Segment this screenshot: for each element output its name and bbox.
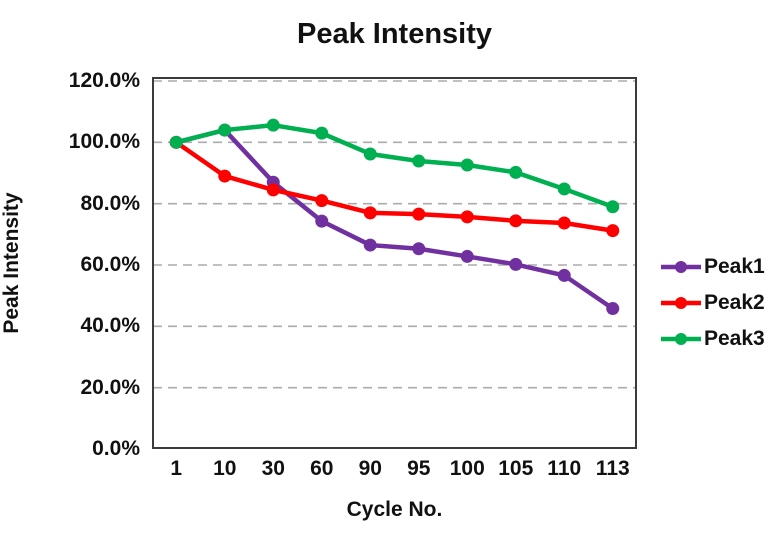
chart-title: Peak Intensity [296,18,493,50]
legend-label: Peak3 [704,327,765,350]
data-point-peak3 [412,154,426,168]
data-point-peak1 [315,214,329,228]
y-tick-label: 0.0% [92,437,140,460]
legend-marker-icon [661,333,701,345]
data-point-peak3 [315,126,329,140]
data-point-peak2 [218,169,232,183]
legend-marker-icon [661,261,701,273]
data-point-peak2 [363,206,377,220]
legend-label: Peak1 [704,255,765,278]
data-point-peak3 [266,118,280,132]
x-tick-label: 90 [358,457,382,480]
data-point-peak3 [557,182,571,196]
x-tick-label: 30 [261,457,285,480]
x-tick-label: 60 [310,457,334,480]
data-point-peak1 [363,238,377,252]
y-tick-label: 40.0% [80,314,140,338]
data-point-peak3 [606,200,620,214]
data-point-peak1 [412,242,426,256]
series-line-peak3 [174,122,615,209]
series-line-peak1 [174,127,615,311]
x-tick-label: 10 [213,457,237,480]
data-point-peak2 [606,224,620,238]
x-tick-label: 100 [449,457,485,480]
y-tick-label: 100.0% [68,130,140,154]
legend-item-peak1: Peak1 [660,255,765,279]
series-line-peak2 [174,140,615,233]
y-tick-label: 20.0% [80,375,140,399]
y-tick-label: 120.0% [68,69,140,92]
data-point-peak2 [412,207,426,221]
data-point-peak2 [266,183,280,197]
data-point-peak1 [557,268,571,282]
data-point-peak3 [363,147,377,161]
data-point-peak1 [509,257,523,271]
data-point-peak3 [169,135,183,149]
plot-border [152,77,637,449]
data-point-peak2 [315,194,329,208]
data-point-peak1 [460,249,474,263]
data-point-peak2 [509,214,523,228]
x-tick-label: 113 [595,457,630,480]
x-tick-label: 105 [498,457,534,480]
data-point-peak3 [509,165,523,179]
legend-item-peak2: Peak2 [660,291,765,315]
legend: Peak1 Peak2 Peak3 [660,255,765,351]
plot-area [152,77,637,449]
x-axis-title: Cycle No. [346,498,443,521]
data-point-peak2 [460,210,474,224]
legend-marker-icon [661,297,701,309]
x-tick-label: 1 [170,457,183,480]
legend-item-peak3: Peak3 [660,327,765,351]
x-tick-label: 95 [407,457,431,480]
data-point-peak3 [218,123,232,137]
data-point-peak1 [606,302,620,316]
y-tick-label: 80.0% [80,191,140,215]
y-tick-label: 60.0% [80,253,140,276]
data-point-peak2 [557,216,571,230]
data-point-peak3 [460,158,474,172]
x-tick-label: 110 [547,457,582,480]
legend-label: Peak2 [704,291,765,314]
